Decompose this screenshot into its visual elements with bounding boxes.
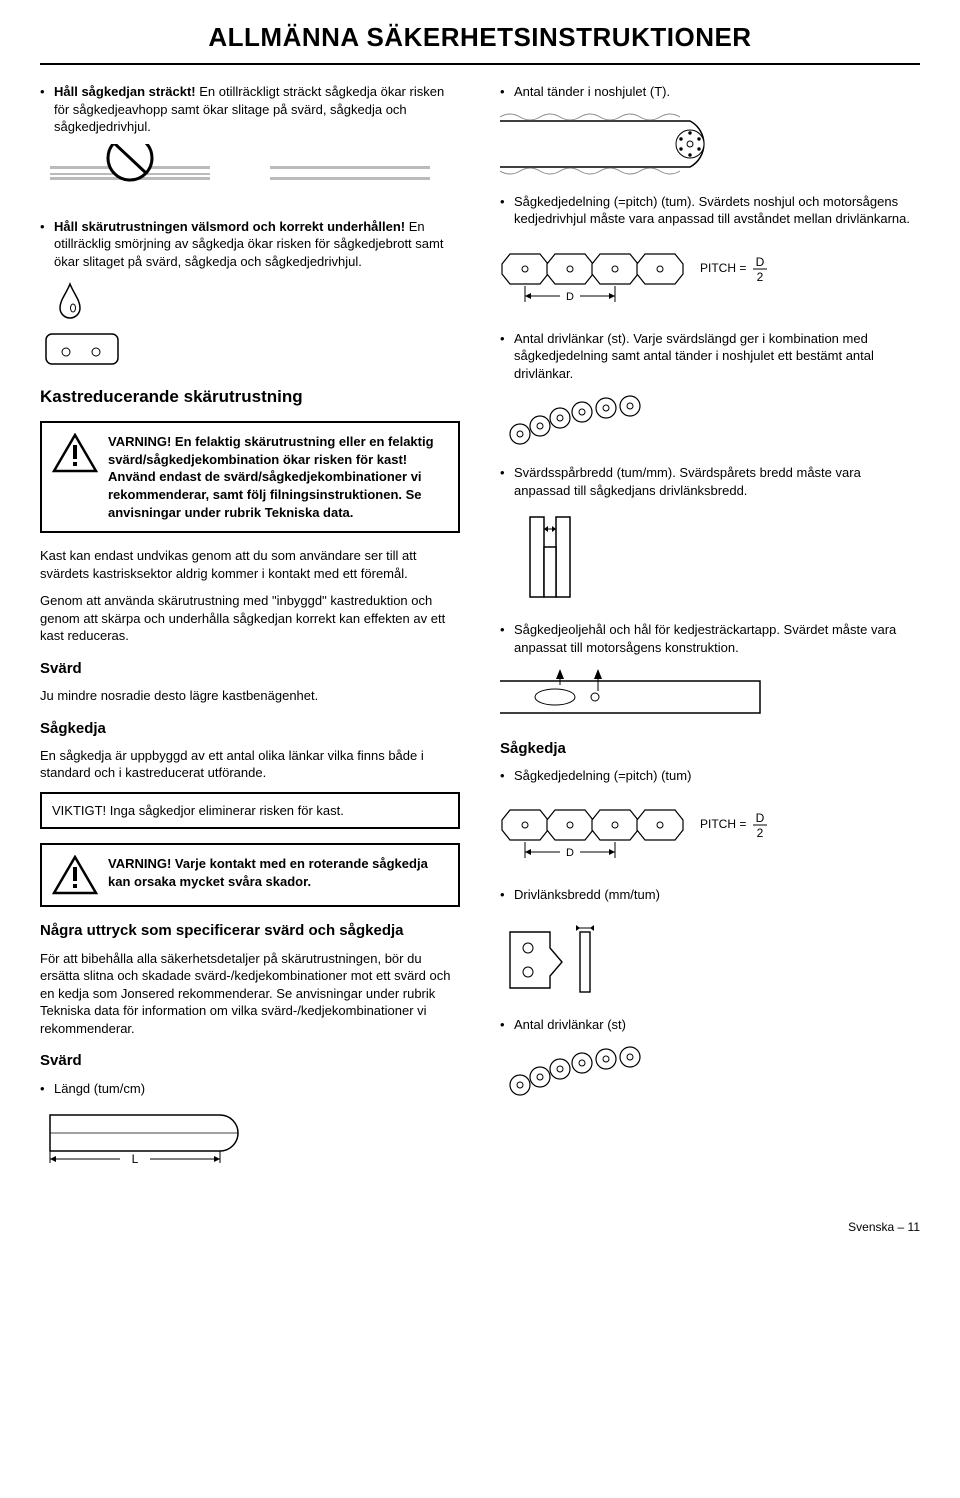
illus-drivelink-width	[500, 912, 920, 1002]
illus-nose-sprocket	[500, 109, 920, 179]
bullet-drivelinks: • Antal drivlänkar (st). Varje svärdslän…	[500, 330, 920, 383]
pitch-dim-D: D	[566, 291, 574, 303]
bullet-bold: Håll sågkedjan sträckt!	[54, 84, 196, 99]
illus-chain-segment-2	[500, 1041, 920, 1101]
warning-triangle-icon	[52, 433, 98, 473]
illus-chain-no	[40, 144, 460, 204]
pitch-dim-D: D	[566, 847, 574, 859]
bullet-dot: •	[40, 83, 54, 136]
subhead-svard: Svärd	[40, 659, 460, 679]
subhead-sagkedja-right: Sågkedja	[500, 739, 920, 759]
bullet-chain-tension: • Håll sågkedjan sträckt! En otillräckli…	[40, 83, 460, 136]
bullet-oilhole: • Sågkedjeoljehål och hål för kedjesträc…	[500, 621, 920, 656]
bullet-dot: •	[40, 218, 54, 271]
footer-lang: Svenska	[848, 1220, 894, 1234]
bullet-dot: •	[500, 83, 514, 101]
right-column: • Antal tänder i noshjulet (T).	[500, 83, 920, 1179]
illus-bar-holes	[500, 665, 920, 725]
pitch-D: D	[756, 255, 765, 269]
paragraph-sagkedja: En sågkedja är uppbyggd av ett antal oli…	[40, 747, 460, 782]
pitch-label: PITCH =	[700, 817, 746, 831]
paragraph-kast-1: Kast kan endast undvikas genom att du so…	[40, 547, 460, 582]
pitch-2: 2	[757, 826, 764, 840]
bullet-text: Antal drivlänkar (st)	[514, 1016, 920, 1034]
left-column: • Håll sågkedjan sträckt! En otillräckli…	[40, 83, 460, 1179]
bullet-dot: •	[500, 767, 514, 785]
warning-text: VARNING! Varje kontakt med en roterande …	[108, 855, 446, 890]
page-footer: Svenska – 11	[40, 1219, 920, 1235]
warning-triangle-icon	[52, 855, 98, 895]
illus-pitch2: D PITCH = D 2	[500, 792, 920, 872]
bullet-text: Sågkedjedelning (=pitch) (tum)	[514, 767, 920, 785]
bullet-lubrication: • Håll skärutrustningen välsmord och kor…	[40, 218, 460, 271]
heading-kastreducerande: Kastreducerande skärutrustning	[40, 386, 460, 409]
subhead-sagkedja: Sågkedja	[40, 719, 460, 739]
footer-page-number: 11	[908, 1220, 920, 1234]
pitch-2: 2	[757, 270, 764, 284]
two-column-layout: • Håll sågkedjan sträckt! En otillräckli…	[40, 83, 920, 1179]
bullet-text: Sågkedjedelning (=pitch) (tum). Svärdets…	[514, 193, 920, 228]
pitch-D: D	[756, 811, 765, 825]
bullet-text: Sågkedjeoljehål och hål för kedjesträcka…	[514, 621, 920, 656]
illus-length: L	[40, 1105, 460, 1165]
bullet-dot: •	[500, 330, 514, 383]
warning-text: VARNING! En felaktig skärutrustning elle…	[108, 433, 446, 521]
bullet-groove-width: • Svärdsspårbredd (tum/mm). Svärdspårets…	[500, 464, 920, 499]
subhead-svard2: Svärd	[40, 1051, 460, 1071]
bullet-dot: •	[500, 1016, 514, 1034]
bullet-drivelinks2: • Antal drivlänkar (st)	[500, 1016, 920, 1034]
bullet-length: • Längd (tum/cm)	[40, 1080, 460, 1098]
warning-box-1: VARNING! En felaktig skärutrustning elle…	[40, 421, 460, 533]
bullet-text: Antal tänder i noshjulet (T).	[514, 83, 920, 101]
bullet-bold: Håll skärutrustningen välsmord och korre…	[54, 219, 405, 234]
bullet-text: Längd (tum/cm)	[54, 1080, 460, 1098]
bullet-pitch2: • Sågkedjedelning (=pitch) (tum)	[500, 767, 920, 785]
important-box: VIKTIGT! Inga sågkedjor eliminerar riske…	[40, 792, 460, 830]
bullet-nose-teeth: • Antal tänder i noshjulet (T).	[500, 83, 920, 101]
bullet-text: Håll skärutrustningen välsmord och korre…	[54, 218, 460, 271]
illus-pitch: D PITCH = D 2	[500, 236, 920, 316]
warning-box-2: VARNING! Varje kontakt med en roterande …	[40, 843, 460, 907]
bullet-dot: •	[40, 1080, 54, 1098]
bullet-pitch: • Sågkedjedelning (=pitch) (tum). Svärde…	[500, 193, 920, 228]
bullet-dot: •	[500, 464, 514, 499]
paragraph-spec: För att bibehålla alla säkerhetsdetaljer…	[40, 950, 460, 1038]
bullet-dot: •	[500, 193, 514, 228]
paragraph-svard: Ju mindre nosradie desto lägre kastbenäg…	[40, 687, 460, 705]
illus-groove	[500, 507, 920, 607]
bullet-text: Svärdsspårbredd (tum/mm). Svärdspårets b…	[514, 464, 920, 499]
bullet-drivelink-width: • Drivlänksbredd (mm/tum)	[500, 886, 920, 904]
subhead-spec: Några uttryck som specificerar svärd och…	[40, 921, 460, 941]
bullet-text: Antal drivlänkar (st). Varje svärdslängd…	[514, 330, 920, 383]
svg-text:L: L	[132, 1152, 139, 1165]
pitch-label: PITCH =	[700, 261, 746, 275]
bullet-dot: •	[500, 886, 514, 904]
illus-chain-segment	[500, 390, 920, 450]
paragraph-kast-2: Genom att använda skärutrustning med "in…	[40, 592, 460, 645]
illus-oil-link	[40, 278, 460, 368]
bullet-text: Drivlänksbredd (mm/tum)	[514, 886, 920, 904]
page-title: ALLMÄNNA SÄKERHETSINSTRUKTIONER	[40, 20, 920, 65]
bullet-dot: •	[500, 621, 514, 656]
bullet-text: Håll sågkedjan sträckt! En otillräckligt…	[54, 83, 460, 136]
